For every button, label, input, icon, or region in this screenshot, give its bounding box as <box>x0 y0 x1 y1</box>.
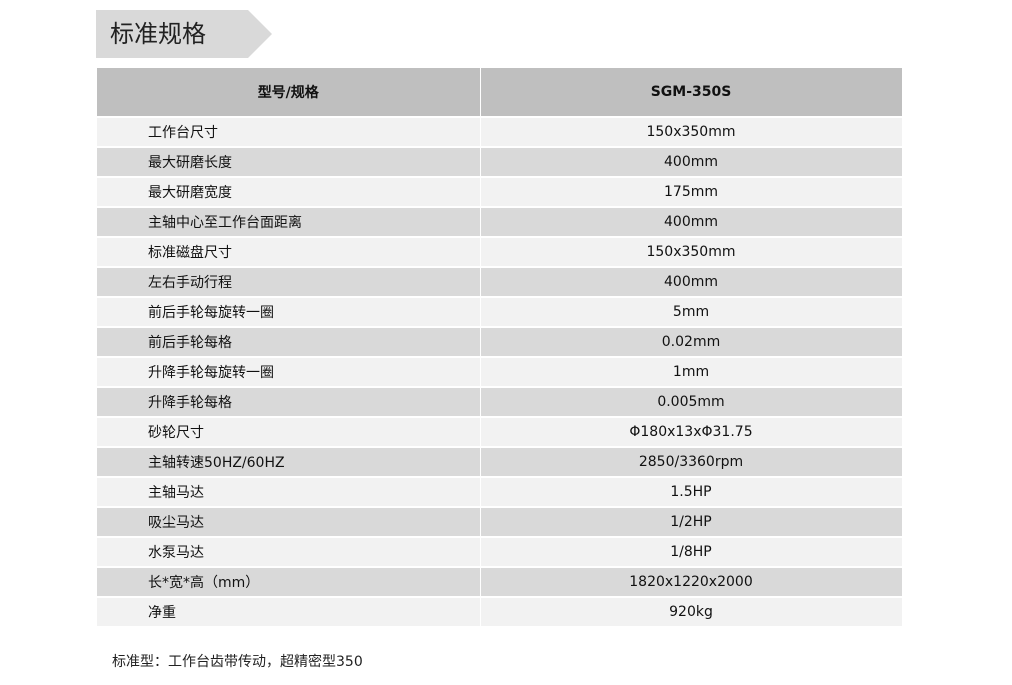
table-row: 前后手轮每格 0.02mm <box>97 327 903 358</box>
footnote: 标准型：工作台齿带传动，超精密型350 <box>112 654 363 670</box>
spec-label: 标准磁盘尺寸 <box>97 237 481 268</box>
spec-label: 长*宽*高（mm） <box>97 567 481 598</box>
spec-label: 工作台尺寸 <box>97 117 481 148</box>
spec-value: 150x350mm <box>480 117 903 148</box>
spec-value: 0.02mm <box>480 327 903 358</box>
table-row: 主轴马达 1.5HP <box>97 477 903 508</box>
table-row: 升降手轮每旋转一圈 1mm <box>97 357 903 388</box>
spec-label: 砂轮尺寸 <box>97 417 481 448</box>
header-model-spec: 型号/规格 <box>97 68 481 118</box>
spec-label: 吸尘马达 <box>97 507 481 538</box>
table-row: 主轴中心至工作台面距离 400mm <box>97 207 903 238</box>
spec-value: 1mm <box>480 357 903 388</box>
spec-value: 5mm <box>480 297 903 328</box>
table-row: 标准磁盘尺寸 150x350mm <box>97 237 903 268</box>
table-row: 前后手轮每旋转一圈 5mm <box>97 297 903 328</box>
title-tab <box>96 10 248 58</box>
title-arrow-shape <box>248 10 272 58</box>
table-row: 升降手轮每格 0.005mm <box>97 387 903 418</box>
spec-label: 左右手动行程 <box>97 267 481 298</box>
spec-label: 前后手轮每旋转一圈 <box>97 297 481 328</box>
table-row: 水泵马达 1/8HP <box>97 537 903 568</box>
table-row: 左右手动行程 400mm <box>97 267 903 298</box>
spec-value: 400mm <box>480 267 903 298</box>
table-header-row: 型号/规格 SGM-350S <box>97 68 903 118</box>
table-row: 吸尘马达 1/2HP <box>97 507 903 538</box>
section-title: 标准规格 <box>110 20 206 48</box>
spec-value: 1820x1220x2000 <box>480 567 903 598</box>
table-row: 主轴转速50HZ/60HZ 2850/3360rpm <box>97 447 903 478</box>
spec-table: 型号/规格 SGM-350S 工作台尺寸 150x350mm 最大研磨长度 400mm… <box>97 68 903 628</box>
spec-value: 1/8HP <box>480 537 903 568</box>
table-row: 净重 920kg <box>97 597 903 628</box>
spec-label: 净重 <box>97 597 481 628</box>
table-row: 长*宽*高（mm） 1820x1220x2000 <box>97 567 903 598</box>
spec-label: 水泵马达 <box>97 537 481 568</box>
spec-value: Φ180x13xΦ31.75 <box>480 417 903 448</box>
spec-value: 0.005mm <box>480 387 903 418</box>
table-row: 砂轮尺寸 Φ180x13xΦ31.75 <box>97 417 903 448</box>
spec-label: 最大研磨宽度 <box>97 177 481 208</box>
spec-label: 主轴中心至工作台面距离 <box>97 207 481 238</box>
spec-label: 升降手轮每旋转一圈 <box>97 357 481 388</box>
spec-label: 主轴转速50HZ/60HZ <box>97 447 481 478</box>
spec-label: 最大研磨长度 <box>97 147 481 178</box>
spec-value: 1/2HP <box>480 507 903 538</box>
spec-label: 升降手轮每格 <box>97 387 481 418</box>
spec-label: 主轴马达 <box>97 477 481 508</box>
spec-value: 2850/3360rpm <box>480 447 903 478</box>
table-row: 最大研磨长度 400mm <box>97 147 903 178</box>
table-row: 工作台尺寸 150x350mm <box>97 117 903 148</box>
spec-label: 前后手轮每格 <box>97 327 481 358</box>
spec-value: 920kg <box>480 597 903 628</box>
spec-value: 175mm <box>480 177 903 208</box>
table-row: 最大研磨宽度 175mm <box>97 177 903 208</box>
header-model-name: SGM-350S <box>480 68 903 118</box>
spec-value: 400mm <box>480 207 903 238</box>
spec-value: 150x350mm <box>480 237 903 268</box>
spec-value: 1.5HP <box>480 477 903 508</box>
spec-value: 400mm <box>480 147 903 178</box>
